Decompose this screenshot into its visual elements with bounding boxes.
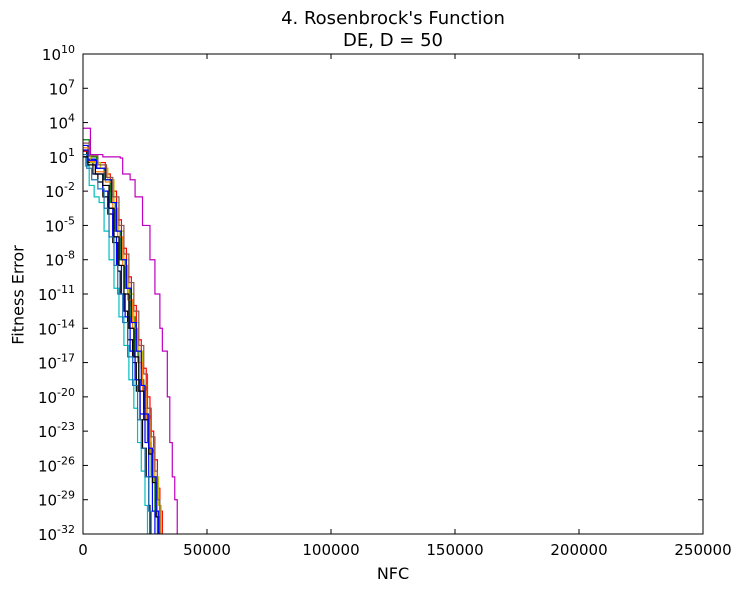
- y-tick-label: 10-2: [45, 180, 75, 201]
- y-tick-label: 10-26: [38, 454, 75, 475]
- y-tick-label: 10-20: [38, 386, 75, 407]
- series-line-3: [83, 156, 149, 534]
- y-tick-label: 10-11: [38, 283, 75, 304]
- y-tick-label: 104: [49, 112, 75, 133]
- y-tick-label: 10-5: [45, 214, 75, 235]
- y-tick-label: 10-23: [38, 420, 75, 441]
- series-group: [83, 127, 178, 534]
- chart-title: 4. Rosenbrock's Function: [281, 8, 505, 29]
- x-tick-label: 100000: [302, 541, 359, 559]
- y-tick-label: 10-8: [45, 249, 75, 270]
- x-tick-label: 50000: [183, 541, 231, 559]
- series-line-10: [83, 142, 161, 534]
- series-line-7: [83, 156, 162, 534]
- plot-frame: [82, 53, 704, 535]
- y-tick-label: 10-14: [38, 317, 75, 338]
- y-tick-label: 10-29: [38, 489, 75, 510]
- series-line-9: [83, 153, 152, 534]
- y-tick-label: 1010: [42, 43, 75, 64]
- series-line-1: [83, 127, 178, 534]
- y-tick-label: 10-17: [38, 352, 75, 373]
- x-tick-label: 250000: [674, 541, 731, 559]
- x-axis-label: NFC: [376, 564, 410, 583]
- series-line-12: [83, 149, 160, 534]
- y-tick-label: 10-32: [38, 523, 75, 544]
- series-line-5: [83, 150, 163, 534]
- x-tick-label: 150000: [426, 541, 483, 559]
- y-tick-label: 107: [49, 77, 75, 98]
- y-axis-label: Fitness Error: [8, 245, 28, 345]
- x-tick-label: 200000: [550, 541, 607, 559]
- series-line-11: [83, 156, 160, 534]
- series-line-6: [83, 139, 158, 534]
- y-tick-label: 101: [49, 146, 75, 167]
- x-tick-label: 0: [78, 541, 88, 559]
- chart-subtitle: DE, D = 50: [343, 30, 443, 51]
